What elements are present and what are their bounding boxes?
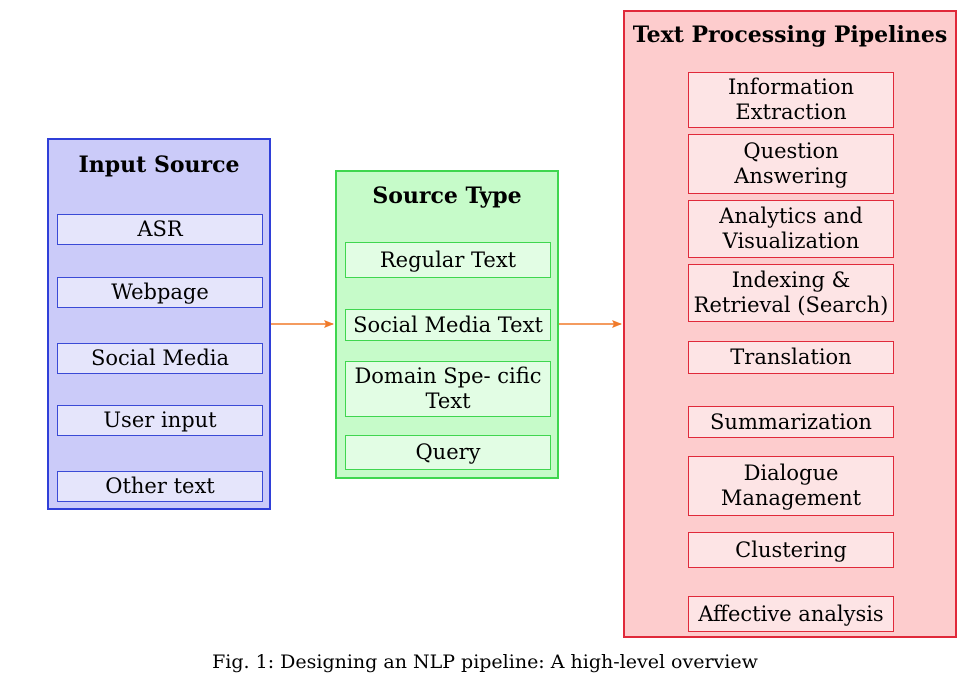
input-item-social-media: Social Media bbox=[57, 343, 263, 374]
input-item-other-text: Other text bbox=[57, 471, 263, 502]
pipelines-title: Text Processing Pipelines bbox=[632, 22, 948, 48]
input-source-title: Input Source bbox=[78, 152, 240, 178]
pipelines-panel: Text Processing Pipelines Information Ex… bbox=[623, 10, 957, 638]
source-item-regular-text: Regular Text bbox=[345, 242, 551, 278]
pipeline-item-analytics-visualization: Analytics and Visualization bbox=[688, 200, 894, 258]
figure-caption: Fig. 1: Designing an NLP pipeline: A hig… bbox=[212, 651, 758, 673]
pipeline-item-question-answering: Question Answering bbox=[688, 134, 894, 194]
pipeline-item-summarization: Summarization bbox=[688, 406, 894, 438]
pipeline-item-dialogue-management: Dialogue Management bbox=[688, 456, 894, 516]
pipeline-item-clustering: Clustering bbox=[688, 532, 894, 568]
source-type-panel: Source Type Regular Text Social Media Te… bbox=[335, 170, 559, 479]
pipeline-item-translation: Translation bbox=[688, 341, 894, 374]
input-source-panel: Input Source ASR Webpage Social Media Us… bbox=[47, 138, 271, 510]
input-item-webpage: Webpage bbox=[57, 277, 263, 308]
source-item-query: Query bbox=[345, 435, 551, 470]
source-item-domain-specific-text: Domain Spe- cific Text bbox=[345, 361, 551, 417]
input-item-asr: ASR bbox=[57, 214, 263, 245]
input-item-user-input: User input bbox=[57, 405, 263, 436]
source-item-social-media-text: Social Media Text bbox=[345, 309, 551, 341]
pipeline-item-indexing-retrieval: Indexing & Retrieval (Search) bbox=[688, 264, 894, 322]
pipeline-item-information-extraction: Information Extraction bbox=[688, 72, 894, 128]
source-type-title: Source Type bbox=[372, 183, 522, 209]
pipeline-item-affective-analysis: Affective analysis bbox=[688, 596, 894, 632]
